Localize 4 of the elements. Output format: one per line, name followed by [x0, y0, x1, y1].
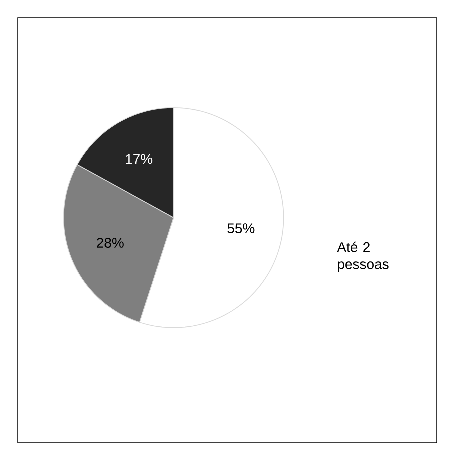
slice-label: Até 2 pessoas [337, 242, 389, 272]
data-label: 17% [126, 154, 153, 164]
data-label: 55% [228, 224, 255, 234]
data-label: 28% [97, 238, 124, 248]
